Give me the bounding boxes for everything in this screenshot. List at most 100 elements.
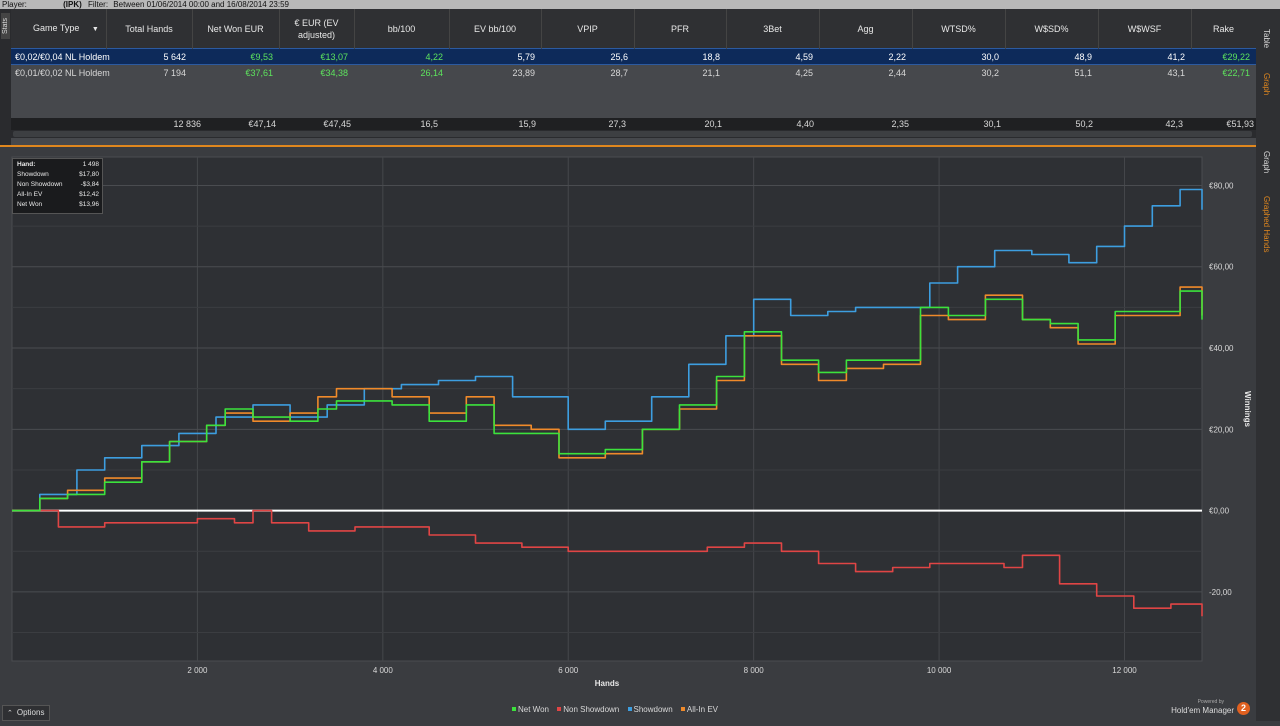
splitter[interactable] — [0, 145, 1256, 147]
table-cell: 4,22 — [354, 48, 449, 65]
column-header-ev-bb100[interactable]: EV bb/100 — [449, 9, 542, 49]
tooltip-row: Hand: 1 498 — [17, 161, 99, 168]
table-cell: 51,1 — [1005, 64, 1098, 80]
series-showdown — [12, 188, 1203, 512]
filter-value[interactable]: Between 01/06/2014 00:00 and 16/08/2014 … — [113, 0, 289, 9]
y-axis-label: Winnings — [1243, 391, 1252, 427]
table-cell: 4,59 — [726, 48, 819, 65]
table-cell: 18,8 — [634, 48, 726, 65]
column-header-rake[interactable]: Rake — [1191, 9, 1257, 49]
tab-stats[interactable]: Stats — [1, 13, 10, 39]
table-cell: 43,1 — [1098, 64, 1191, 80]
total-cell: 2,35 — [891, 119, 909, 129]
x-axis-ticks: 2 000 4 000 6 000 8 000 10 000 12 000 — [187, 666, 1137, 675]
table-cell: €13,07 — [279, 48, 354, 65]
series-net-won — [12, 290, 1203, 512]
column-header-net-won[interactable]: Net Won EUR — [192, 9, 280, 49]
options-button[interactable]: ⌃ Options — [2, 705, 50, 721]
column-header-3bet[interactable]: 3Bet — [726, 9, 820, 49]
total-cell: €47,14 — [248, 119, 276, 129]
tab-graph[interactable]: Graph — [1262, 151, 1271, 174]
y-tick-label: €20,00 — [1209, 425, 1234, 434]
y-tick-label: -20,00 — [1209, 588, 1232, 597]
table-row[interactable]: €0,02/€0,04 NL Holdem 5 642 €9,53 €13,07… — [11, 48, 1256, 65]
hm2-logo-icon: 2 — [1237, 702, 1250, 715]
tooltip-row: Showdown $17,80 — [17, 171, 99, 178]
sort-dropdown-icon[interactable]: ▼ — [91, 25, 99, 33]
tab-graph-top[interactable]: Graph — [1262, 73, 1271, 96]
tooltip-row: All-In EV $12,42 — [17, 191, 99, 198]
legend-item-all-in-ev[interactable]: All-In EV — [680, 705, 718, 714]
brand-name: Hold'em Manager — [1171, 706, 1234, 715]
column-header-vpip[interactable]: VPIP — [541, 9, 635, 49]
column-header-bb100[interactable]: bb/100 — [354, 9, 450, 49]
table-cell: 4,25 — [726, 64, 819, 80]
chart-legend: Net Won Non Showdown Showdown All-In EV — [512, 705, 724, 714]
plot-area — [11, 156, 1203, 662]
table-cell: 41,2 — [1098, 48, 1191, 65]
tooltip-row: Net Won $13,96 — [17, 201, 99, 208]
x-tick-label: 10 000 — [927, 666, 952, 675]
total-cell: 30,1 — [983, 119, 1001, 129]
column-header-game-type[interactable]: Game Type ▼ — [11, 9, 107, 49]
table-row[interactable]: €0,01/€0,02 NL Holdem 7 194 €37,61 €34,3… — [11, 64, 1256, 80]
table-cell: €34,38 — [279, 64, 354, 80]
column-header-wwsf[interactable]: W$WSF — [1098, 9, 1192, 49]
column-header-ev-adjusted[interactable]: € EUR (EV adjusted) — [279, 9, 355, 49]
hover-tooltip: Hand: 1 498 Showdown $17,80 Non Showdown -$… — [12, 158, 103, 214]
filter-label: Filter: — [88, 0, 109, 9]
brand-logo: Powered by Hold'em Manager 2 — [1168, 699, 1254, 719]
table-cell: 23,89 — [449, 64, 541, 80]
stats-table: Game Type ▼ Total Hands Net Won EUR € EU… — [11, 9, 1257, 80]
table-cell: 21,1 — [634, 64, 726, 80]
chevron-up-icon: ⌃ — [7, 710, 13, 717]
legend-item-non-showdown[interactable]: Non Showdown — [557, 705, 619, 714]
x-tick-label: 6 000 — [558, 666, 579, 675]
tooltip-row: Non Showdown -$3,84 — [17, 181, 99, 188]
total-cell: 27,3 — [608, 119, 626, 129]
column-header-wsd[interactable]: W$SD% — [1005, 9, 1099, 49]
table-cell: 30,0 — [912, 48, 1005, 65]
legend-item-showdown[interactable]: Showdown — [627, 705, 673, 714]
powered-by-text: Powered by — [1197, 699, 1224, 705]
total-cell: 50,2 — [1075, 119, 1093, 129]
column-header-pfr[interactable]: PFR — [634, 9, 727, 49]
total-cell: €51,93 — [1226, 119, 1254, 129]
tab-table[interactable]: Table — [1262, 29, 1271, 49]
total-cell: 16,5 — [420, 119, 438, 129]
total-cell: €47,45 — [323, 119, 351, 129]
column-header-wtsd[interactable]: WTSD% — [912, 9, 1006, 49]
table-cell: 7 194 — [106, 64, 192, 80]
stats-table-panel: Game Type ▼ Total Hands Net Won EUR € EU… — [11, 9, 1257, 145]
winnings-chart[interactable]: 2 000 4 000 6 000 8 000 10 000 12 000 -20,00 €… — [0, 147, 1256, 721]
y-tick-label: €80,00 — [1209, 181, 1234, 190]
table-cell: 25,6 — [541, 48, 634, 65]
filter-bar: Player: (IPK) Filter: Between 01/06/2014… — [0, 0, 1280, 9]
x-tick-label: 4 000 — [373, 666, 394, 675]
table-cell: €0,01/€0,02 NL Holdem — [11, 64, 110, 80]
table-cell: €22,71 — [1191, 64, 1256, 80]
x-axis-label: Hands — [595, 679, 620, 688]
y-tick-label: €0,00 — [1209, 507, 1230, 516]
table-cell: 5,79 — [449, 48, 541, 65]
total-cell: 12 836 — [173, 119, 201, 129]
chart-series — [12, 188, 1203, 617]
table-cell: 5 642 — [106, 48, 192, 65]
column-header-agg[interactable]: Agg — [819, 9, 913, 49]
table-cell: 28,7 — [541, 64, 634, 80]
series-non-showdown — [12, 509, 1203, 617]
table-cell: 2,22 — [819, 48, 912, 65]
column-header-total-hands[interactable]: Total Hands — [106, 9, 193, 49]
graph-panel: 2 000 4 000 6 000 8 000 10 000 12 000 -20,00 €… — [0, 147, 1256, 721]
x-tick-label: 8 000 — [744, 666, 765, 675]
scrollbar-thumb[interactable] — [13, 131, 1252, 137]
total-cell: 20,1 — [704, 119, 722, 129]
horizontal-scrollbar[interactable] — [11, 130, 1256, 138]
y-axis-ticks: -20,00 €0,00 €20,00 €40,00 €60,00 €80,00 — [1209, 181, 1234, 596]
player-value[interactable]: (IPK) — [63, 0, 82, 9]
total-cell: 15,9 — [518, 119, 536, 129]
chart-grid — [12, 157, 1202, 661]
tab-graphed-hands[interactable]: Graphed Hands — [1262, 196, 1271, 253]
table-cell: 2,44 — [819, 64, 912, 80]
legend-item-net-won[interactable]: Net Won — [512, 705, 549, 714]
